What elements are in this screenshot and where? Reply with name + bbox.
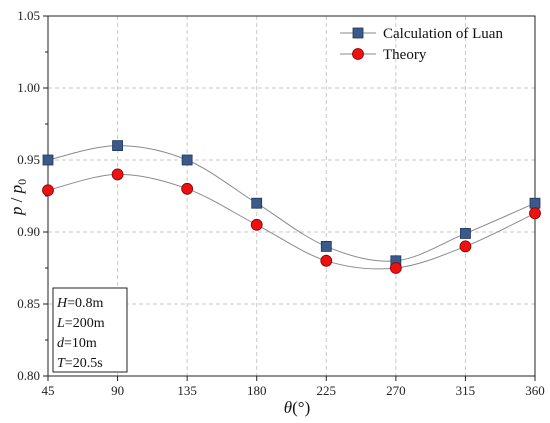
data-point-luan [460,228,471,239]
x-tick-label: 90 [111,383,124,398]
x-tick-label: 270 [386,383,406,398]
data-point-luan [42,154,54,166]
data-point-luan [251,197,263,209]
param-wave-length: L=200m [56,316,105,331]
data-point-luan [320,240,332,252]
legend-marker-square [352,27,364,39]
data-point-luan [181,154,193,166]
x-tick-label: 225 [317,383,337,398]
legend: Calculation of Luan Theory [340,26,503,63]
legend-label-luan: Calculation of Luan [383,26,503,42]
data-point-theory [459,240,472,253]
data-point-theory [389,262,402,274]
param-water-depth: d=10m [57,336,97,351]
parameter-box: H=0.8m L=200m d=10m T=20.5s [52,287,128,373]
data-point-theory [320,254,333,267]
y-tick-label: 0.85 [17,296,40,311]
grid-lines [48,16,535,376]
data-point-theory [250,218,263,231]
series-curves [47,145,536,270]
x-axis-title: θ(°) [284,398,310,417]
x-tick-label: 315 [456,383,476,398]
x-tick-label: 360 [525,383,545,398]
data-point-theory [181,182,194,195]
legend-label-theory: Theory [383,47,427,63]
parameter-box-frame [52,287,128,373]
x-tick-label: 180 [247,383,267,398]
data-point-theory [42,184,54,197]
x-tick-label: 45 [42,383,55,398]
legend-marker-circle [352,48,364,60]
x-tick-label: 135 [177,383,197,398]
y-tick-label: 1.00 [17,80,40,95]
y-tick-label: 0.80 [17,368,40,383]
data-markers [42,140,541,274]
data-point-luan [529,197,541,209]
y-axis-title: p / p0 [7,179,29,216]
series-line-luan [47,145,536,262]
series-line-theory [47,173,536,270]
data-point-luan [112,140,123,152]
y-tick-label: 1.05 [17,8,40,23]
param-wave-period: T=20.5s [57,356,103,371]
param-wave-height: H=0.8m [56,296,104,311]
data-point-theory [111,168,124,181]
data-point-theory [529,207,541,220]
y-tick-label: 0.95 [17,152,40,167]
y-tick-label: 0.90 [17,224,40,239]
axis-ticks: 45 90 135 180 225 270 315 360 0.80 0.85 0.90 0.95 1.… [17,8,545,398]
